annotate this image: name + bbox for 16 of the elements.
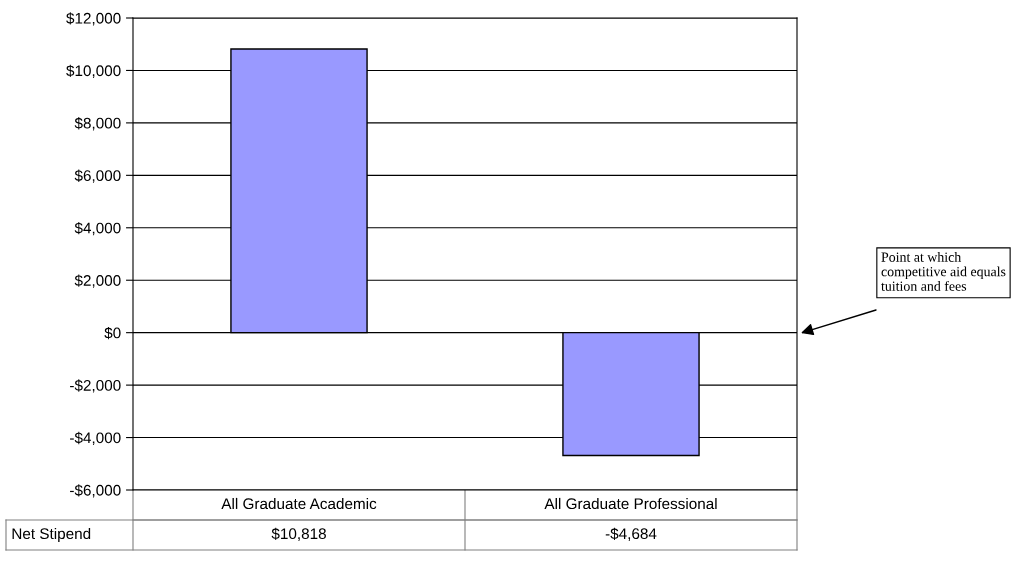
y-tick-label: $8,000 bbox=[74, 117, 121, 131]
y-tick-label: $4,000 bbox=[74, 222, 121, 236]
x-tick-label: All Graduate Academic bbox=[221, 497, 377, 510]
y-tick-label: $10,000 bbox=[66, 64, 121, 78]
x-tick-label: All Graduate Professional bbox=[544, 497, 717, 510]
y-tick-label: $12,000 bbox=[66, 12, 121, 26]
y-tick-label: -$4,000 bbox=[70, 431, 121, 446]
y-tick-label: $0 bbox=[104, 326, 121, 340]
y-tick-label: $2,000 bbox=[74, 274, 121, 288]
text: Point at which competitive aid equals tuition and fees bbox=[881, 252, 1006, 291]
y-tick-label: -$2,000 bbox=[70, 379, 121, 393]
y-tick-label: -$6,000 bbox=[70, 484, 121, 498]
text: Net Stipend bbox=[12, 527, 91, 543]
y-tick-label: $6,000 bbox=[74, 169, 121, 183]
data-label: $10,818 bbox=[271, 527, 326, 541]
data-label: -$4,684 bbox=[605, 527, 657, 541]
